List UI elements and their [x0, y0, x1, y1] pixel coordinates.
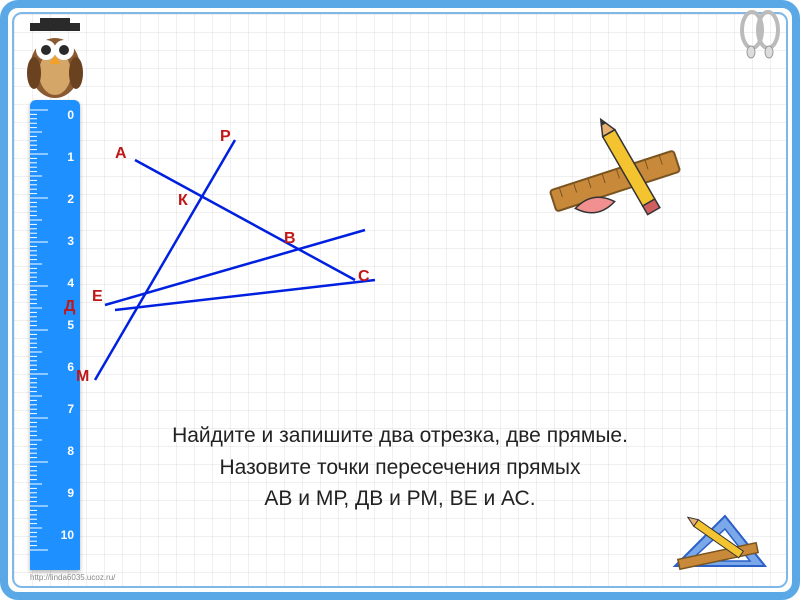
geometry-diagram: А Р К В С Е Д М [60, 120, 410, 400]
label-K: К [178, 192, 188, 210]
label-C: С [358, 268, 370, 286]
line-AB [135, 160, 355, 280]
label-A: А [115, 145, 127, 163]
task-line-1: Найдите и запишите два отрезка, две прям… [100, 420, 700, 452]
diagram-lines [60, 120, 410, 400]
label-D: Д [64, 298, 75, 316]
label-E: Е [92, 288, 103, 306]
label-B: В [284, 230, 296, 248]
ruler-num: 7 [67, 402, 74, 416]
task-text: Найдите и запишите два отрезка, две прям… [100, 420, 700, 515]
line-DC [115, 280, 375, 310]
tools-icon [670, 506, 770, 576]
ruler-num: 8 [67, 444, 74, 458]
binder-icon [740, 10, 780, 65]
label-P: Р [220, 128, 231, 146]
line-EB [105, 230, 365, 305]
label-M: М [76, 368, 89, 386]
task-line-2: Назовите точки пересечения прямых [100, 452, 700, 484]
source-url: http://linda6035.ucoz.ru/ [30, 573, 115, 582]
ruler-num: 9 [67, 486, 74, 500]
task-line-3: АВ и МР, ДВ и РМ, ВЕ и АС. [100, 483, 700, 515]
ruler-num: 10 [61, 528, 74, 542]
pencil-ruler-icon [540, 110, 690, 230]
owl-icon [20, 18, 90, 108]
